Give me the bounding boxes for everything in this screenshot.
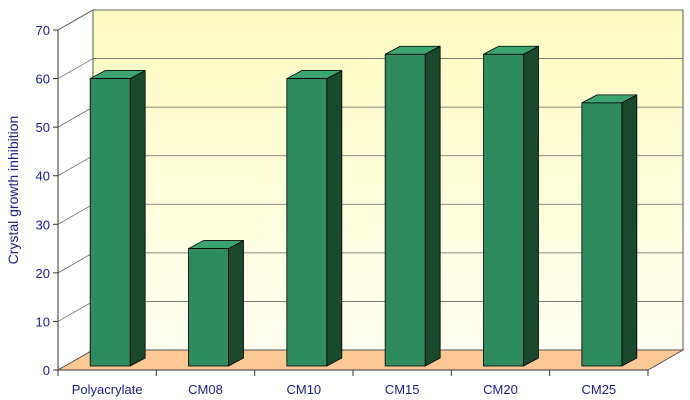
axes-group xyxy=(53,29,649,376)
bar-front xyxy=(286,78,328,367)
bar-cm10 xyxy=(286,69,343,367)
bar-front xyxy=(89,78,131,367)
x-tick-label: Polyacrylate xyxy=(72,382,143,397)
y-tick-label: 40 xyxy=(36,169,50,184)
bar-front xyxy=(483,53,524,367)
bar-front xyxy=(581,102,623,367)
bar-side xyxy=(621,94,638,367)
bar-side xyxy=(228,239,244,367)
bars-group xyxy=(89,45,638,367)
bar-side xyxy=(326,69,343,367)
chart-left-wall xyxy=(57,9,94,371)
x-tick-label: CM15 xyxy=(385,382,420,397)
gridline-diagonal xyxy=(57,203,94,225)
x-tick-label: CM20 xyxy=(483,382,518,397)
gridline-diagonal xyxy=(57,252,94,274)
y-tick-label: 30 xyxy=(36,217,50,232)
y-tick-label: 20 xyxy=(36,266,50,281)
gridline-diagonal xyxy=(57,58,94,79)
y-tick-label: 60 xyxy=(36,72,50,87)
y-tick-label: 0 xyxy=(43,363,50,378)
bar-cm25 xyxy=(581,94,638,367)
x-tick-label: CM25 xyxy=(581,382,616,397)
gridline-diagonal xyxy=(57,155,94,177)
gridline-diagonal xyxy=(57,106,94,128)
y-tick-labels: 0 10 20 30 40 50 60 70 xyxy=(36,23,50,378)
x-tick-labels: Polyacrylate CM08 CM10 CM15 CM20 CM25 xyxy=(72,382,616,397)
gridline-diagonal xyxy=(57,301,94,322)
bar-side xyxy=(129,69,146,367)
y-tick-label: 70 xyxy=(36,23,50,38)
gridline-diagonal xyxy=(57,9,94,31)
x-tick-label: CM08 xyxy=(188,382,223,397)
bar-cm08 xyxy=(188,239,244,367)
y-axis-title: Crystal growth inhibition xyxy=(5,116,21,265)
x-tick-label: CM10 xyxy=(286,382,321,397)
y-tick-label: 50 xyxy=(36,120,50,135)
bar-front xyxy=(384,53,426,367)
bar-polyacrylate xyxy=(89,69,146,367)
bar-front xyxy=(188,248,229,367)
bar-cm15 xyxy=(384,45,441,367)
bar-cm20 xyxy=(483,45,539,367)
bar-side xyxy=(523,45,539,367)
y-tick-label: 10 xyxy=(36,314,50,329)
bar-side xyxy=(424,45,441,367)
